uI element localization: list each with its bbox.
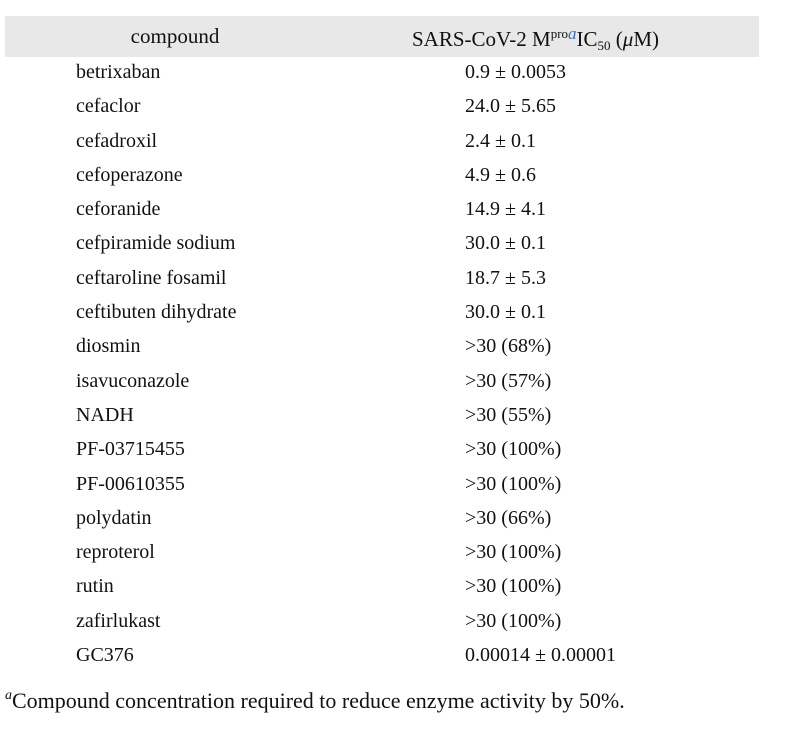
table-row: GC376 0.00014 ± 0.00001 (5, 640, 759, 674)
table-row: ceftaroline fosamil 18.7 ± 5.3 (5, 263, 759, 297)
table-row: cefaclor 24.0 ± 5.65 (5, 91, 759, 125)
table-row: diosmin >30 (68%) (5, 331, 759, 365)
header-ic: IC (576, 27, 598, 51)
ic50-value: 30.0 ± 0.1 (465, 301, 546, 324)
header-pro-superscript: pro (550, 26, 569, 41)
table-row: zafirlukast >30 (100%) (5, 606, 759, 640)
ic50-value: >30 (100%) (465, 609, 562, 632)
compound-name: polydatin (76, 506, 152, 529)
header-ic50: SARS-CoV-2 MproaIC50 (μM) (412, 24, 659, 54)
ic50-value: >30 (100%) (465, 472, 562, 495)
ic50-value: 30.0 ± 0.1 (465, 232, 546, 255)
table-row: polydatin >30 (66%) (5, 503, 759, 537)
header-unit-open: ( (610, 27, 623, 51)
header-footnote-link[interactable]: a (568, 24, 577, 43)
header-unit-rest: M) (633, 27, 659, 51)
table-row: ceforanide 14.9 ± 4.1 (5, 194, 759, 228)
ic50-value: >30 (100%) (465, 575, 562, 598)
compound-name: cefoperazone (76, 163, 183, 186)
table-row: ceftibuten dihydrate 30.0 ± 0.1 (5, 297, 759, 331)
compound-name: diosmin (76, 335, 141, 358)
compound-name: ceftibuten dihydrate (76, 301, 237, 324)
compound-name: ceftaroline fosamil (76, 266, 227, 289)
compound-name: ceforanide (76, 198, 161, 221)
ic50-value: >30 (55%) (465, 403, 552, 426)
compound-name: cefaclor (76, 95, 141, 118)
compound-name: GC376 (76, 644, 134, 667)
table-row: betrixaban 0.9 ± 0.0053 (5, 57, 759, 91)
ic50-value: >30 (57%) (465, 369, 552, 392)
compound-name: PF-00610355 (76, 472, 185, 495)
table-row: PF-00610355 >30 (100%) (5, 469, 759, 503)
header-50-subscript: 50 (597, 38, 611, 53)
ic50-value: >30 (66%) (465, 506, 552, 529)
ic50-value: 0.9 ± 0.0053 (465, 61, 566, 83)
table-header-row: compound SARS-CoV-2 MproaIC50 (μM) (5, 16, 759, 57)
ic50-value: 14.9 ± 4.1 (465, 198, 546, 221)
ic50-value: >30 (100%) (465, 541, 562, 564)
compound-name: NADH (76, 403, 134, 426)
compound-name: PF-03715455 (76, 438, 185, 461)
footnote-text: Compound concentration required to reduc… (12, 688, 625, 713)
table-row: cefadroxil 2.4 ± 0.1 (5, 126, 759, 160)
compound-name: cefadroxil (76, 129, 158, 152)
table-row: rutin >30 (100%) (5, 571, 759, 605)
table-row: isavuconazole >30 (57%) (5, 366, 759, 400)
compound-name: betrixaban (76, 61, 161, 83)
table-row: cefoperazone 4.9 ± 0.6 (5, 160, 759, 194)
header-ic50-prefix: SARS-CoV-2 M (412, 27, 551, 51)
ic50-value: 2.4 ± 0.1 (465, 129, 536, 152)
header-unit-mu: μ (622, 27, 634, 51)
ic50-value: 0.00014 ± 0.00001 (465, 644, 616, 667)
compound-name: isavuconazole (76, 369, 190, 392)
header-compound: compound (130, 24, 220, 48)
compound-name: reproterol (76, 541, 155, 564)
compound-name: cefpiramide sodium (76, 232, 236, 255)
ic50-table: compound SARS-CoV-2 MproaIC50 (μM) betri… (5, 16, 759, 674)
ic50-value: >30 (68%) (465, 335, 552, 358)
ic50-value: 24.0 ± 5.65 (465, 95, 556, 118)
table-footnote: aCompound concentration required to redu… (5, 680, 759, 716)
table-row: reproterol >30 (100%) (5, 537, 759, 571)
table-row: NADH >30 (55%) (5, 400, 759, 434)
ic50-value: >30 (100%) (465, 438, 562, 461)
compound-name: zafirlukast (76, 609, 161, 632)
compound-name: rutin (76, 575, 114, 598)
table-row: PF-03715455 >30 (100%) (5, 434, 759, 468)
footnote-mark: a (5, 688, 12, 703)
ic50-value: 4.9 ± 0.6 (465, 163, 536, 186)
ic50-value: 18.7 ± 5.3 (465, 266, 546, 289)
table-row: cefpiramide sodium 30.0 ± 0.1 (5, 228, 759, 262)
table-body: betrixaban 0.9 ± 0.0053 cefaclor 24.0 ± 5.6… (5, 57, 759, 674)
